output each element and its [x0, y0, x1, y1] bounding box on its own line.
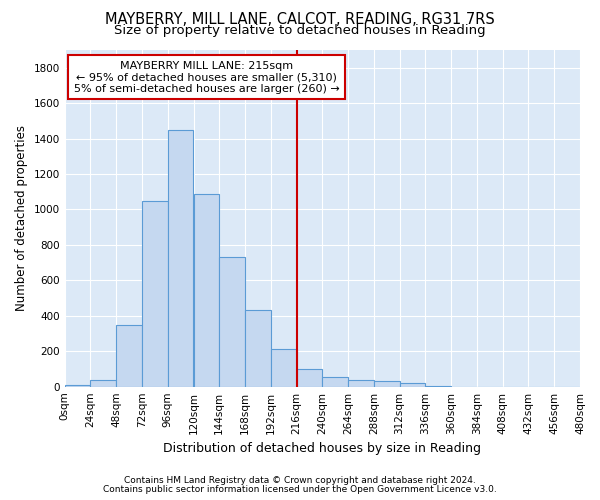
- Text: MAYBERRY MILL LANE: 215sqm
← 95% of detached houses are smaller (5,310)
5% of se: MAYBERRY MILL LANE: 215sqm ← 95% of deta…: [74, 60, 339, 94]
- Bar: [245, 310, 271, 386]
- Text: Contains HM Land Registry data © Crown copyright and database right 2024.: Contains HM Land Registry data © Crown c…: [124, 476, 476, 485]
- Bar: [116, 324, 142, 386]
- Bar: [322, 377, 348, 386]
- Bar: [91, 380, 116, 386]
- Text: MAYBERRY, MILL LANE, CALCOT, READING, RG31 7RS: MAYBERRY, MILL LANE, CALCOT, READING, RG…: [105, 12, 495, 28]
- X-axis label: Distribution of detached houses by size in Reading: Distribution of detached houses by size …: [163, 442, 481, 455]
- Bar: [168, 130, 193, 386]
- Bar: [374, 382, 400, 386]
- Bar: [219, 258, 245, 386]
- Bar: [296, 369, 322, 386]
- Bar: [348, 380, 374, 386]
- Text: Size of property relative to detached houses in Reading: Size of property relative to detached ho…: [114, 24, 486, 37]
- Y-axis label: Number of detached properties: Number of detached properties: [15, 126, 28, 312]
- Bar: [271, 348, 296, 387]
- Bar: [65, 385, 91, 386]
- Bar: [193, 194, 219, 386]
- Bar: [142, 200, 168, 386]
- Text: Contains public sector information licensed under the Open Government Licence v3: Contains public sector information licen…: [103, 485, 497, 494]
- Bar: [400, 383, 425, 386]
